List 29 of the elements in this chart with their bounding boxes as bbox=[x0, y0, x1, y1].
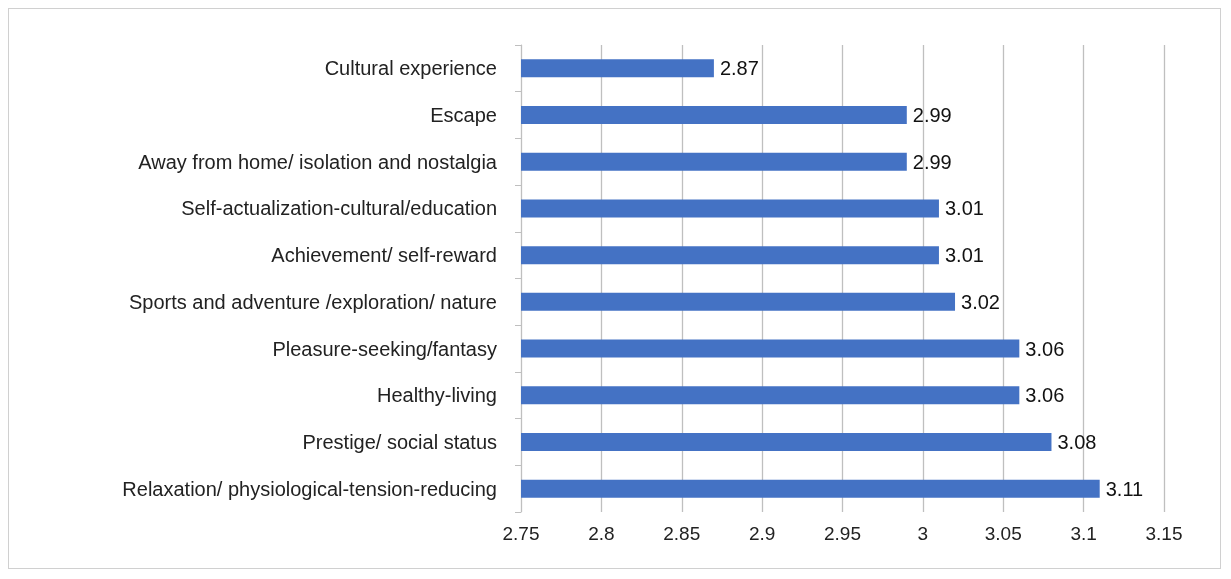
y-tick-label: Achievement/ self-reward bbox=[271, 244, 497, 267]
data-label: 3.11 bbox=[1105, 477, 1144, 500]
y-tick-label: Cultural experience bbox=[324, 57, 497, 80]
x-tick-label: 2.75 bbox=[502, 523, 540, 544]
data-label: 3.08 bbox=[1057, 430, 1097, 453]
y-tick-label: Sports and adventure /exploration/ nature bbox=[128, 290, 497, 313]
data-label: 3.06 bbox=[1025, 384, 1065, 407]
y-tick-label: Away from home/ isolation and nostalgia bbox=[138, 150, 498, 173]
x-tick-label: 3.05 bbox=[984, 523, 1022, 544]
y-tick-label: Pleasure-seeking/fantasy bbox=[272, 337, 497, 360]
data-label: 2.99 bbox=[912, 150, 952, 173]
x-tick-label: 3.1 bbox=[1070, 523, 1097, 544]
data-label: 3.06 bbox=[1025, 337, 1065, 360]
data-label: 2.99 bbox=[912, 104, 952, 127]
y-tick-label: Prestige/ social status bbox=[302, 430, 497, 453]
y-tick-label: Relaxation/ physiological-tension-reducing bbox=[122, 477, 497, 500]
x-tick-label: 2.9 bbox=[748, 523, 776, 544]
y-tick-label: Self-actualization-cultural/education bbox=[181, 197, 497, 220]
y-tick-label: Healthy-living bbox=[376, 384, 497, 407]
data-label: 3.02 bbox=[961, 290, 1000, 313]
x-tick-label: 3.15 bbox=[1145, 523, 1183, 544]
x-tick-label: 2.85 bbox=[663, 523, 701, 544]
data-label: 2.87 bbox=[719, 57, 759, 80]
x-tick-label: 2.8 bbox=[588, 523, 615, 544]
data-label: 3.01 bbox=[944, 197, 984, 220]
data-label: 3.01 bbox=[944, 244, 984, 267]
x-tick-label: 3 bbox=[917, 523, 929, 544]
y-tick-label: Escape bbox=[430, 104, 497, 127]
x-tick-label: 2.95 bbox=[824, 523, 861, 544]
